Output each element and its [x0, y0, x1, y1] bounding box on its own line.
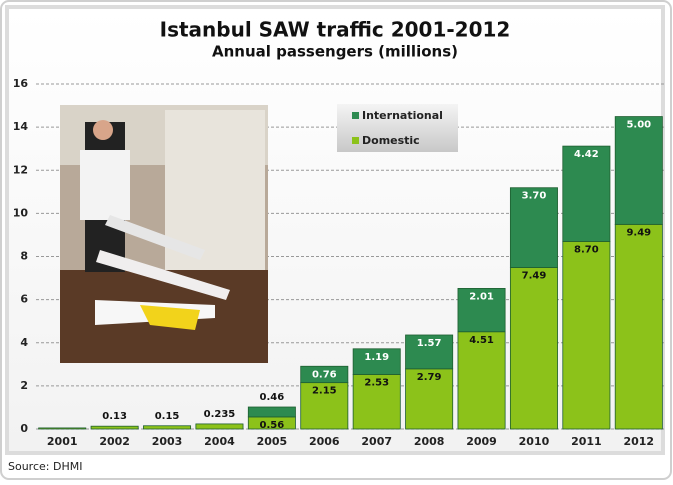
y-tick-label: 10 — [13, 206, 29, 219]
x-tick-label: 2004 — [204, 435, 235, 448]
data-label: 4.51 — [469, 335, 494, 346]
data-label: 2.79 — [417, 372, 442, 383]
data-label: 0.46 — [260, 392, 285, 403]
bar-segment — [352, 374, 401, 430]
legend-swatch — [352, 137, 359, 144]
data-label: 0.235 — [204, 409, 236, 420]
bar-segment — [614, 116, 663, 225]
bar-segment — [38, 427, 87, 430]
bar-segment — [509, 187, 558, 268]
x-tick-label: 2009 — [466, 435, 497, 448]
x-tick-label: 2003 — [152, 435, 183, 448]
x-tick-label: 2007 — [361, 435, 392, 448]
data-label: 9.49 — [626, 227, 651, 238]
bar-segment — [405, 334, 454, 370]
y-tick-label: 0 — [20, 422, 28, 435]
data-label: 2.15 — [312, 386, 337, 397]
legend: International Domestic — [337, 104, 458, 152]
bar-segment — [90, 425, 139, 430]
bar-segment — [405, 368, 454, 430]
bar-segment — [143, 425, 192, 430]
data-label: 0.13 — [102, 411, 127, 422]
data-label: 8.70 — [574, 244, 599, 255]
bar-segment — [247, 406, 296, 418]
y-tick-label: 8 — [20, 250, 28, 263]
chart-subtitle: Annual passengers (millions) — [212, 43, 458, 61]
data-label: 3.70 — [522, 191, 547, 202]
bar-segment — [614, 223, 663, 430]
data-label: 0.15 — [155, 411, 180, 422]
bar-segment — [457, 288, 506, 333]
bar-segment — [300, 382, 349, 430]
bar-segment — [562, 145, 611, 242]
data-label: 0.56 — [260, 420, 285, 431]
y-tick-label: 6 — [20, 293, 28, 306]
x-tick-label: 2011 — [571, 435, 602, 448]
x-tick-label: 2002 — [99, 435, 130, 448]
y-tick-label: 4 — [20, 336, 28, 349]
y-tick-label: 16 — [13, 77, 29, 90]
data-label: 0.76 — [312, 369, 337, 380]
bar-segment — [352, 348, 401, 375]
data-label: 7.49 — [522, 270, 547, 281]
y-tick-label: 14 — [13, 120, 29, 133]
bar-segment — [509, 267, 558, 430]
y-tick-label: 2 — [20, 379, 28, 392]
data-label: 1.19 — [364, 352, 389, 363]
x-tick-label: 2006 — [309, 435, 340, 448]
source: Source: DHMI — [8, 460, 82, 473]
x-tick-label: 2012 — [623, 435, 654, 448]
y-tick-label: 12 — [13, 163, 28, 176]
legend-swatch — [352, 112, 359, 119]
data-label: 4.42 — [574, 149, 599, 160]
data-label: 2.53 — [364, 377, 389, 388]
data-label: 5.00 — [626, 120, 651, 131]
bar-segment — [562, 241, 611, 430]
photo — [60, 105, 268, 363]
data-label: 1.57 — [417, 338, 442, 349]
bar-segment — [195, 423, 244, 430]
data-label: 2.01 — [469, 291, 494, 302]
x-tick-label: 2008 — [414, 435, 445, 448]
bar-segment — [300, 365, 349, 384]
chart-title: Istanbul SAW traffic 2001-2012 — [160, 18, 511, 42]
x-tick-label: 2010 — [519, 435, 550, 448]
legend-label: International — [362, 109, 443, 122]
x-tick-label: 2001 — [47, 435, 78, 448]
bar-segment — [457, 331, 506, 430]
legend-label: Domestic — [362, 134, 420, 147]
axes: 0 2 4 6 8 10 12 14 16 — [13, 77, 665, 435]
x-tick-label: 2005 — [257, 435, 288, 448]
